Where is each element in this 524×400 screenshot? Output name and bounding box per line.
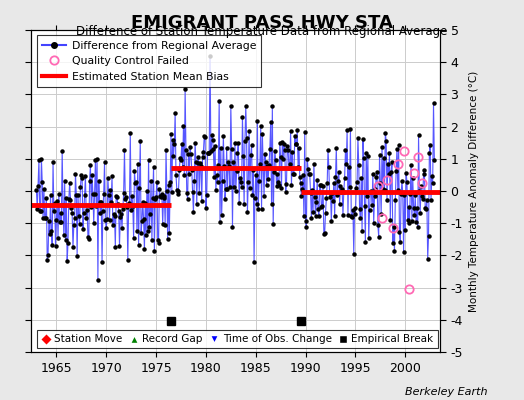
Y-axis label: Monthly Temperature Anomaly Difference (°C): Monthly Temperature Anomaly Difference (… xyxy=(468,70,478,312)
Text: EMIGRANT PASS HWY STA: EMIGRANT PASS HWY STA xyxy=(131,14,393,32)
Text: Difference of Station Temperature Data from Regional Average: Difference of Station Temperature Data f… xyxy=(77,25,447,38)
Legend: Station Move, Record Gap, Time of Obs. Change, Empirical Break: Station Move, Record Gap, Time of Obs. C… xyxy=(37,330,438,348)
Text: Berkeley Earth: Berkeley Earth xyxy=(405,387,487,397)
